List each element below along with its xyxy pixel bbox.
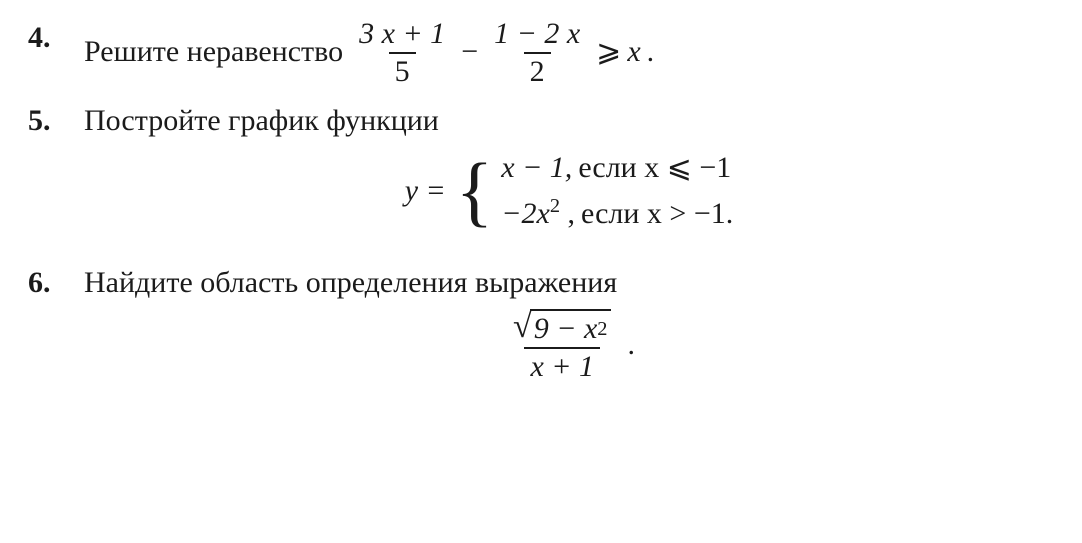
expr-wrapper: √ 9 − x2 x + 1 . bbox=[503, 309, 635, 382]
problem-4-body: Решите неравенство 3 x + 1 5 − 1 − 2 x 2… bbox=[84, 18, 1054, 87]
problem-5-lead: Постройте график функции bbox=[84, 101, 1054, 142]
problem-6-lead: Найдите область определения выражения bbox=[84, 263, 1054, 304]
problem-6-number: 6. bbox=[28, 263, 84, 304]
main-fraction-den: x + 1 bbox=[524, 347, 600, 383]
case-2: −2x2 , если x > −1. bbox=[501, 194, 733, 235]
case-2-after: , bbox=[560, 197, 575, 230]
case-2-exp: 2 bbox=[550, 195, 560, 217]
piecewise-cases: x − 1, если x ⩽ −1 −2x2 , если x > −1. bbox=[501, 148, 733, 235]
problem-5-number: 5. bbox=[28, 101, 84, 142]
problem-4: 4. Решите неравенство 3 x + 1 5 − 1 − 2 … bbox=[28, 18, 1054, 87]
problem-5-function: y = { x − 1, если x ⩽ −1 −2x2 , если x >… bbox=[84, 148, 1054, 235]
case-1-expr: x − 1, bbox=[501, 148, 572, 189]
radicand-base: 9 − x bbox=[534, 313, 598, 345]
p4-period: . bbox=[647, 32, 655, 73]
problem-6-body: Найдите область определения выражения √ … bbox=[84, 263, 1054, 397]
piecewise-def: y = { x − 1, если x ⩽ −1 −2x2 , если x >… bbox=[405, 148, 734, 235]
geq-sign: ⩾ bbox=[596, 32, 621, 73]
rhs-x: x bbox=[627, 32, 640, 73]
main-fraction: √ 9 − x2 x + 1 bbox=[507, 309, 617, 382]
case-2-cond: если x > −1. bbox=[581, 194, 733, 235]
problem-4-number: 4. bbox=[28, 18, 84, 59]
problem-4-lead: Решите неравенство bbox=[84, 32, 343, 73]
left-brace-icon: { bbox=[456, 160, 493, 222]
problem-5-body: Постройте график функции y = { x − 1, ес… bbox=[84, 101, 1054, 249]
piecewise-lhs: y = bbox=[405, 171, 446, 212]
case-1-cond: если x ⩽ −1 bbox=[578, 148, 731, 189]
problem-5: 5. Постройте график функции y = { x − 1,… bbox=[28, 101, 1054, 249]
problem-6: 6. Найдите область определения выражения… bbox=[28, 263, 1054, 397]
case-2-base: −2x bbox=[501, 197, 550, 230]
fraction-2-num: 1 − 2 x bbox=[488, 18, 586, 52]
main-fraction-num: √ 9 − x2 bbox=[507, 309, 617, 347]
case-2-expr: −2x2 , bbox=[501, 194, 575, 235]
fraction-1-den: 5 bbox=[389, 52, 416, 88]
problem-6-expression: √ 9 − x2 x + 1 . bbox=[84, 309, 1054, 382]
fraction-2-den: 2 bbox=[524, 52, 551, 88]
fraction-1: 3 x + 1 5 bbox=[353, 18, 451, 87]
fraction-2: 1 − 2 x 2 bbox=[488, 18, 586, 87]
radicand: 9 − x2 bbox=[530, 309, 612, 345]
minus-sign: − bbox=[461, 32, 478, 73]
problem-4-inequality: Решите неравенство 3 x + 1 5 − 1 − 2 x 2… bbox=[84, 18, 1054, 87]
sqrt: √ 9 − x2 bbox=[513, 309, 611, 345]
p6-period: . bbox=[627, 325, 635, 366]
case-1: x − 1, если x ⩽ −1 bbox=[501, 148, 733, 189]
radical-icon: √ bbox=[513, 310, 532, 344]
fraction-1-num: 3 x + 1 bbox=[353, 18, 451, 52]
